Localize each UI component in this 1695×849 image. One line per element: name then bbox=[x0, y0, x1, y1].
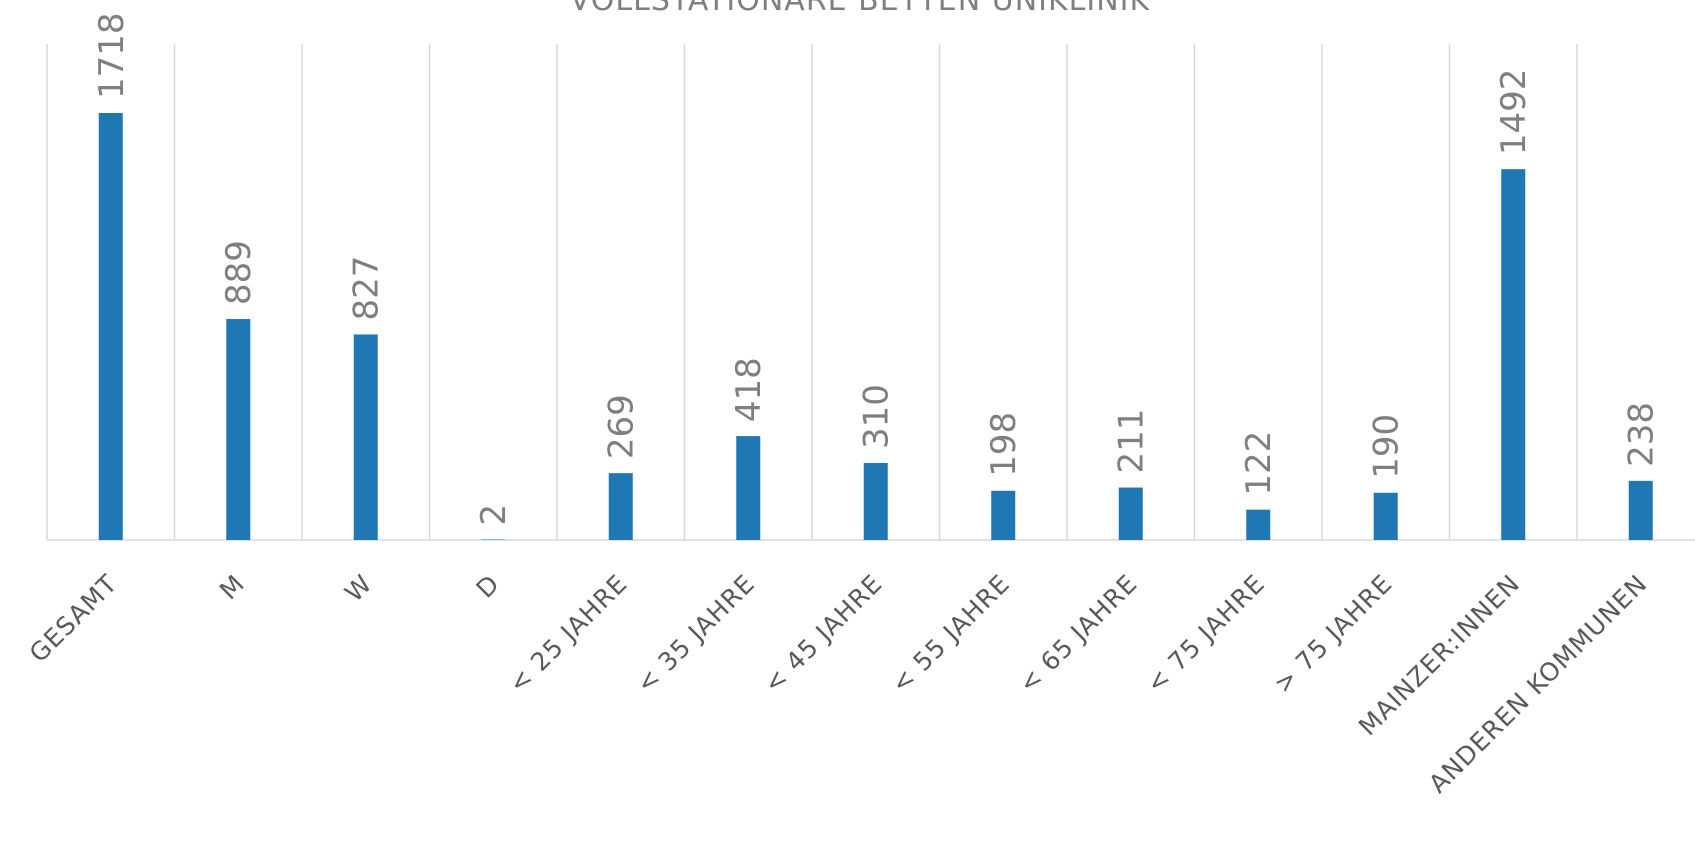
category-label: > 75 JAHRE bbox=[1268, 569, 1398, 699]
category-label: < 35 JAHRE bbox=[631, 569, 761, 699]
data-label: 889 bbox=[219, 240, 259, 305]
value-label-layer: 1718 889 827 2 269 418 310 198 211 122 190 1492 238 bbox=[92, 12, 1662, 525]
data-label: 1718 bbox=[92, 12, 132, 99]
category-label: < 25 JAHRE bbox=[503, 569, 633, 699]
bar bbox=[1374, 493, 1398, 540]
bar bbox=[609, 473, 633, 540]
bar bbox=[99, 113, 123, 540]
category-label: ANDEREN KOMMUNEN bbox=[1423, 569, 1653, 799]
bar bbox=[864, 463, 888, 540]
data-label: 238 bbox=[1622, 402, 1662, 467]
data-label: 310 bbox=[857, 384, 897, 449]
category-label: < 45 JAHRE bbox=[758, 569, 888, 699]
data-label: 122 bbox=[1239, 431, 1279, 496]
data-label: 1492 bbox=[1494, 69, 1534, 156]
category-label: W bbox=[339, 569, 378, 608]
data-label: 827 bbox=[347, 256, 387, 321]
bar bbox=[1119, 488, 1143, 540]
category-label: < 55 JAHRE bbox=[886, 569, 1016, 699]
category-label: M bbox=[214, 569, 250, 605]
category-label: D bbox=[471, 569, 506, 604]
data-label: 190 bbox=[1367, 414, 1407, 479]
bar bbox=[1246, 510, 1270, 540]
category-label: < 75 JAHRE bbox=[1141, 569, 1271, 699]
data-label: 2 bbox=[474, 504, 514, 526]
bar bbox=[1501, 169, 1525, 540]
data-label: 269 bbox=[602, 394, 642, 459]
data-label: 211 bbox=[1112, 409, 1152, 474]
data-label: 418 bbox=[729, 357, 769, 422]
bar-layer bbox=[99, 113, 1653, 540]
bar bbox=[991, 491, 1015, 540]
bar bbox=[1629, 481, 1653, 540]
category-label: < 65 JAHRE bbox=[1013, 569, 1143, 699]
bar bbox=[354, 334, 378, 540]
category-label: GESAMT bbox=[24, 569, 123, 668]
chart-title: VOLLSTATIONÄRE BETTEN UNIKLINIK bbox=[570, 0, 1151, 18]
bar bbox=[226, 319, 250, 540]
data-label: 198 bbox=[984, 412, 1024, 477]
bar bbox=[736, 436, 760, 540]
